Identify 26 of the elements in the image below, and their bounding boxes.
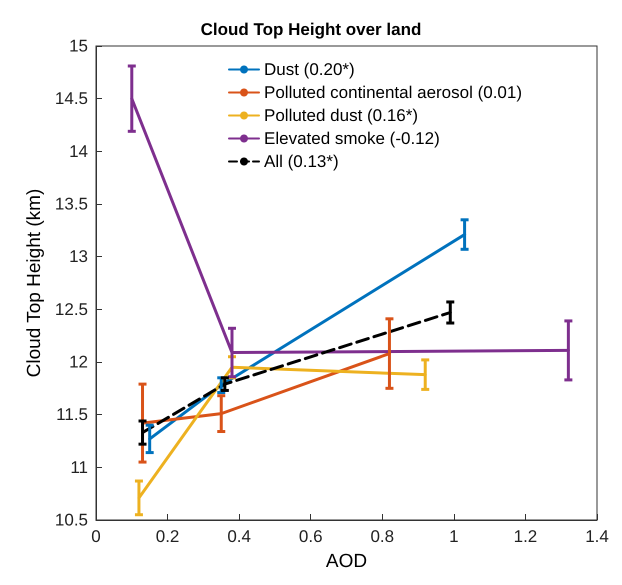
legend-label: Elevated smoke (-0.12) xyxy=(264,129,440,148)
y-tick-label: 14 xyxy=(69,142,88,161)
x-tick-label: 0 xyxy=(91,527,101,546)
y-tick-label: 10.5 xyxy=(54,510,88,530)
x-tick-label: 1 xyxy=(449,527,459,546)
x-tick-label: 0.4 xyxy=(227,527,251,546)
y-tick-label: 15 xyxy=(69,36,88,56)
y-tick-label: 11.5 xyxy=(56,405,88,424)
y-tick-label: 13 xyxy=(69,247,88,266)
y-tick-label: 14.5 xyxy=(54,89,88,108)
y-tick-label: 11 xyxy=(70,458,88,477)
x-tick-label: 0.2 xyxy=(156,527,180,546)
x-tick-label: 0.6 xyxy=(298,527,323,546)
x-axis-title: AOD xyxy=(326,551,368,572)
legend-label: Dust (0.20*) xyxy=(264,60,355,79)
y-tick-label: 12.5 xyxy=(54,300,88,319)
x-tick-label: 1.2 xyxy=(514,527,538,546)
x-tick-label: 1.4 xyxy=(585,527,609,546)
legend-label: Polluted continental aerosol (0.01) xyxy=(264,83,522,102)
legend-label: All (0.13*) xyxy=(264,152,339,171)
y-axis-title: Cloud Top Height (km) xyxy=(24,188,46,378)
x-tick-label: 0.8 xyxy=(370,527,394,546)
y-tick-label: 13.5 xyxy=(54,194,88,214)
legend-label: Polluted dust (0.16*) xyxy=(264,106,418,125)
y-tick-label: 12 xyxy=(69,352,88,372)
chart-title: Cloud Top Height over land xyxy=(200,20,422,39)
